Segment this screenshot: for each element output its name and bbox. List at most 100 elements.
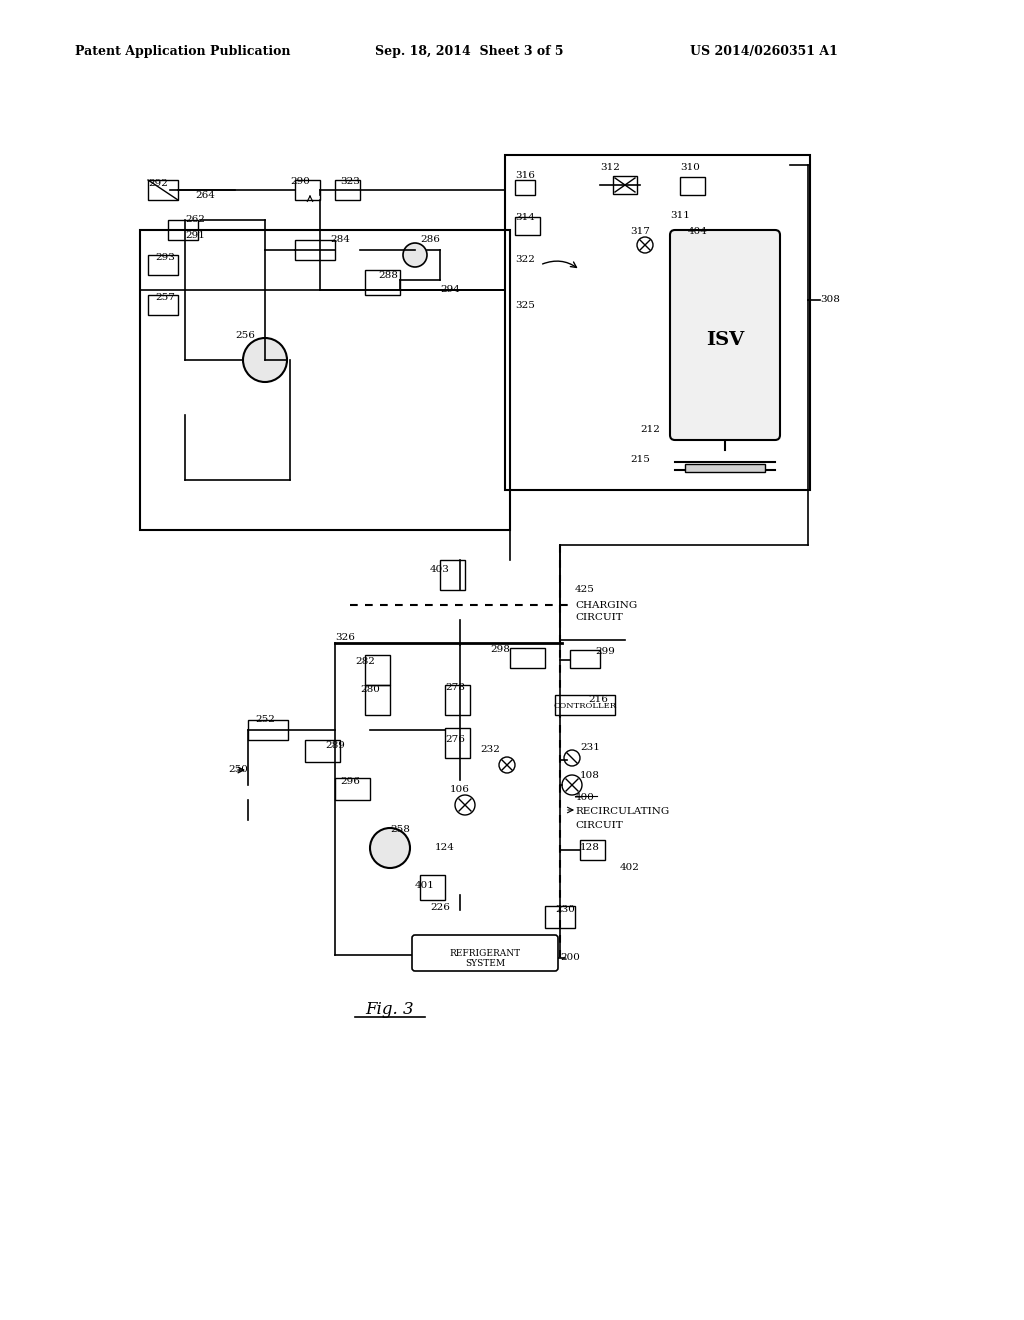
- Bar: [148, 180, 178, 201]
- Text: 230: 230: [555, 906, 574, 915]
- Text: US 2014/0260351 A1: US 2014/0260351 A1: [690, 45, 838, 58]
- Text: RECIRCULATING: RECIRCULATING: [575, 808, 670, 817]
- Text: 326: 326: [335, 634, 355, 643]
- Text: 262: 262: [185, 215, 205, 224]
- Circle shape: [370, 828, 410, 869]
- Text: 226: 226: [430, 903, 450, 912]
- Text: 216: 216: [588, 696, 608, 705]
- FancyBboxPatch shape: [412, 935, 558, 972]
- Text: 311: 311: [670, 210, 690, 219]
- Text: 288: 288: [378, 271, 398, 280]
- Text: 403: 403: [430, 565, 450, 574]
- Bar: [365, 655, 390, 685]
- Text: CIRCUIT: CIRCUIT: [575, 614, 623, 623]
- Text: 256: 256: [234, 330, 255, 339]
- Text: 280: 280: [360, 685, 380, 694]
- Bar: [515, 216, 540, 235]
- Text: 292: 292: [148, 178, 168, 187]
- Text: CONTROLLER: CONTROLLER: [554, 702, 616, 710]
- Circle shape: [243, 338, 287, 381]
- Text: 231: 231: [580, 743, 600, 752]
- Bar: [148, 294, 178, 315]
- Bar: [335, 777, 370, 800]
- Bar: [365, 685, 390, 715]
- Bar: [420, 875, 445, 900]
- Text: 106: 106: [450, 785, 470, 795]
- Bar: [445, 685, 470, 715]
- Bar: [505, 154, 810, 490]
- Text: REFRIGERANT: REFRIGERANT: [450, 949, 520, 957]
- Text: 108: 108: [580, 771, 600, 780]
- Bar: [510, 648, 545, 668]
- Bar: [445, 729, 470, 758]
- Text: 299: 299: [595, 648, 614, 656]
- Bar: [515, 180, 535, 195]
- Text: 294: 294: [440, 285, 460, 294]
- Text: Patent Application Publication: Patent Application Publication: [75, 45, 291, 58]
- Text: 325: 325: [515, 301, 535, 309]
- Text: 293: 293: [155, 253, 175, 263]
- Text: 312: 312: [600, 164, 620, 173]
- Bar: [335, 180, 360, 201]
- Text: 317: 317: [630, 227, 650, 236]
- Text: 215: 215: [630, 455, 650, 465]
- Text: 323: 323: [340, 177, 359, 186]
- Text: SYSTEM: SYSTEM: [465, 960, 505, 969]
- Text: 425: 425: [575, 586, 595, 594]
- FancyBboxPatch shape: [670, 230, 780, 440]
- Bar: [148, 255, 178, 275]
- Text: 289: 289: [325, 741, 345, 750]
- Text: 284: 284: [330, 235, 350, 244]
- Text: 291: 291: [185, 231, 205, 239]
- Text: Fig. 3: Fig. 3: [366, 1002, 415, 1019]
- Bar: [305, 741, 340, 762]
- Text: 258: 258: [390, 825, 410, 834]
- Text: 296: 296: [340, 777, 359, 787]
- Text: CHARGING: CHARGING: [575, 601, 637, 610]
- Bar: [685, 465, 765, 473]
- Text: 282: 282: [355, 657, 375, 667]
- Bar: [248, 719, 288, 741]
- Bar: [365, 271, 400, 294]
- Text: 250: 250: [228, 766, 248, 775]
- Bar: [570, 649, 600, 668]
- Text: ISV: ISV: [706, 331, 744, 348]
- Text: 212: 212: [640, 425, 659, 434]
- Text: Sep. 18, 2014  Sheet 3 of 5: Sep. 18, 2014 Sheet 3 of 5: [375, 45, 563, 58]
- Text: 308: 308: [820, 296, 840, 305]
- Text: 314: 314: [515, 214, 535, 223]
- Text: 402: 402: [620, 863, 640, 873]
- Circle shape: [637, 238, 653, 253]
- Text: 232: 232: [480, 746, 500, 755]
- Text: 401: 401: [415, 882, 435, 891]
- Text: 264: 264: [195, 190, 215, 199]
- Text: 252: 252: [255, 715, 274, 725]
- Text: 404: 404: [688, 227, 708, 236]
- Bar: [613, 176, 637, 194]
- Text: 200: 200: [560, 953, 580, 962]
- Circle shape: [403, 243, 427, 267]
- Bar: [440, 560, 465, 590]
- Bar: [140, 230, 510, 531]
- Bar: [580, 840, 605, 861]
- Text: 257: 257: [155, 293, 175, 302]
- Text: 310: 310: [680, 164, 699, 173]
- Bar: [545, 906, 575, 928]
- Bar: [680, 177, 705, 195]
- Text: CIRCUIT: CIRCUIT: [575, 821, 623, 829]
- Bar: [168, 220, 198, 240]
- Text: 124: 124: [435, 843, 455, 853]
- Bar: [555, 696, 615, 715]
- Text: 400: 400: [575, 793, 595, 803]
- Text: 290: 290: [290, 177, 310, 186]
- Text: 286: 286: [420, 235, 440, 244]
- Text: 128: 128: [580, 843, 600, 853]
- Text: 278: 278: [445, 684, 465, 693]
- Text: 316: 316: [515, 170, 535, 180]
- Bar: [688, 234, 708, 248]
- Text: 276: 276: [445, 735, 465, 744]
- Bar: [295, 180, 319, 201]
- Bar: [295, 240, 335, 260]
- Text: 322: 322: [515, 256, 535, 264]
- Text: 298: 298: [490, 645, 510, 655]
